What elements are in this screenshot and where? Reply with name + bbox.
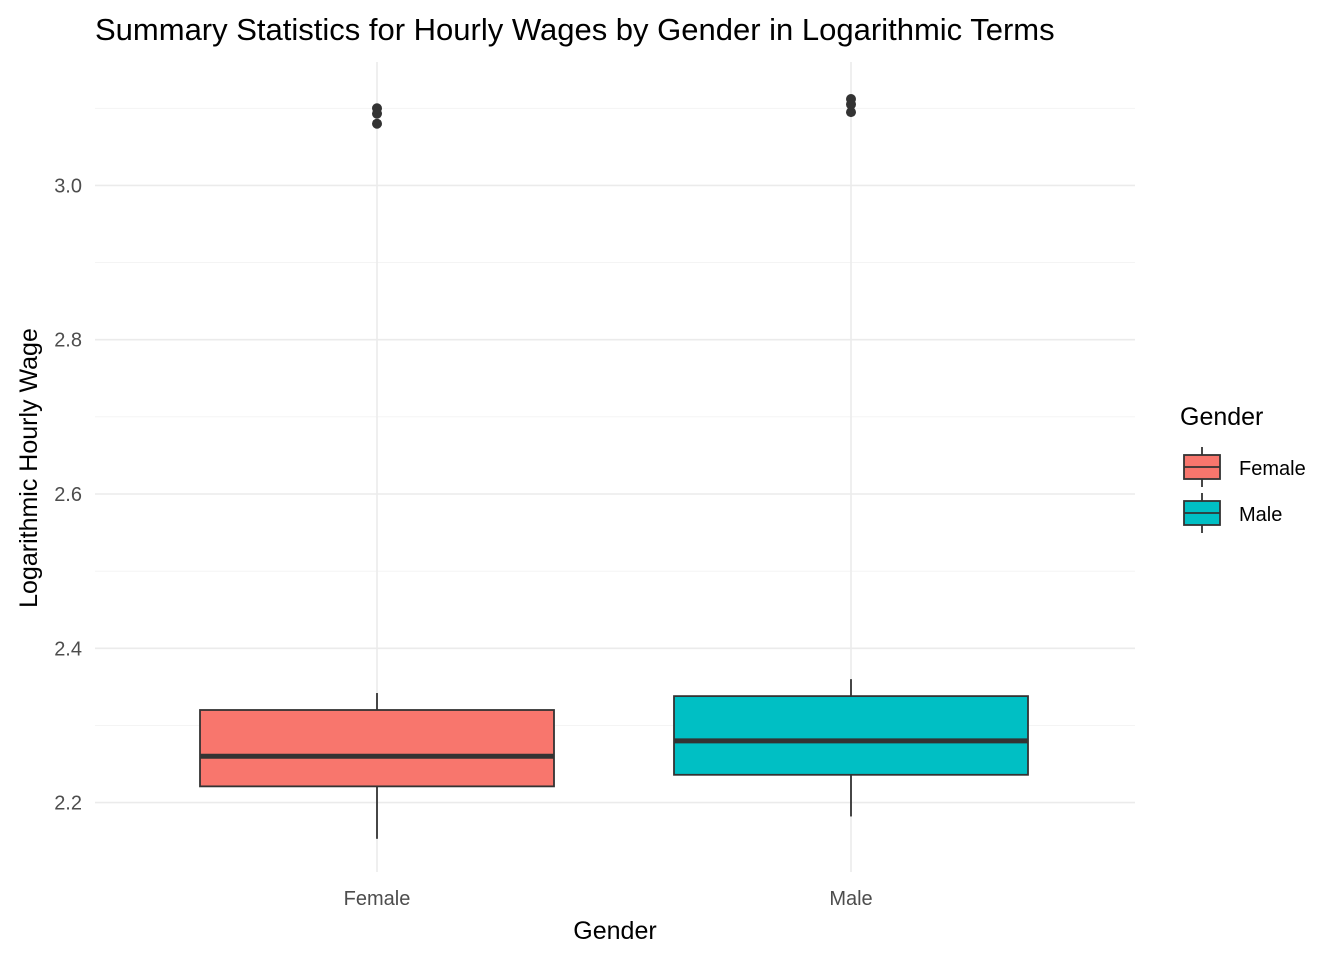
grid-layer — [95, 62, 1135, 872]
box-female — [199, 103, 555, 839]
legend-entry-male: Male — [1183, 493, 1282, 533]
x-tick-label: Male — [829, 888, 872, 910]
axis-layer: 2.2 2.4 2.6 2.8 3.0 Female Male — [54, 175, 872, 910]
outlier-point — [372, 103, 382, 114]
outlier-point — [372, 118, 382, 129]
outlier-point — [846, 107, 856, 118]
box-body — [673, 695, 1029, 776]
legend-entries: Female Male — [1183, 447, 1306, 533]
legend-entry-female: Female — [1183, 447, 1306, 487]
y-axis-title: Logarithmic Hourly Wage — [15, 328, 43, 608]
y-tick-label: 2.6 — [54, 484, 82, 506]
legend-title: Gender — [1180, 403, 1263, 431]
outlier-point — [846, 94, 856, 105]
chart-title: Summary Statistics for Hourly Wages by G… — [95, 12, 1055, 47]
y-tick-label: 2.8 — [54, 330, 82, 352]
y-tick-label: 2.2 — [54, 793, 82, 815]
legend-label: Female — [1239, 458, 1306, 480]
legend-label: Male — [1239, 504, 1282, 526]
box-male — [673, 94, 1029, 817]
legend: Gender Female Male — [1180, 403, 1306, 533]
y-tick-label: 2.4 — [54, 638, 82, 660]
box-layer — [199, 94, 1029, 839]
x-axis-title: Gender — [573, 917, 656, 945]
x-tick-label: Female — [344, 888, 411, 910]
y-tick-label: 3.0 — [54, 175, 82, 197]
box-body — [199, 709, 555, 788]
